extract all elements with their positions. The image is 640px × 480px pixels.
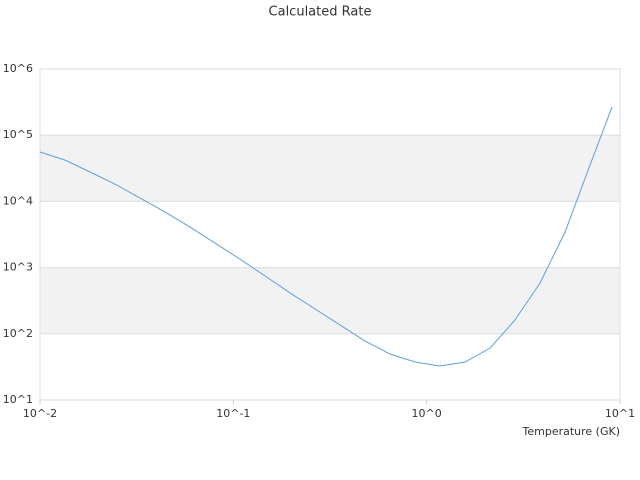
data-line — [39, 106, 613, 367]
y-tick-label: 10^2 — [3, 327, 33, 340]
grid-band — [40, 267, 620, 334]
y-tick-label: 10^4 — [3, 194, 33, 207]
y-tick-label: 10^5 — [3, 128, 33, 141]
x-tick-label: 10^1 — [605, 407, 635, 420]
y-tick-label: 10^3 — [3, 261, 33, 274]
y-tick-label: 10^1 — [3, 393, 33, 406]
plot-border — [39, 68, 621, 401]
x-tick-label: 10^0 — [412, 407, 442, 420]
x-tick-label: 10^-2 — [23, 407, 57, 420]
chart-title: Calculated Rate — [269, 5, 372, 20]
grid-band — [40, 135, 620, 202]
x-axis-label: Temperature (GK) — [522, 425, 621, 438]
x-tick-label: 10^-1 — [216, 407, 250, 420]
y-tick-label: 10^6 — [3, 62, 33, 75]
